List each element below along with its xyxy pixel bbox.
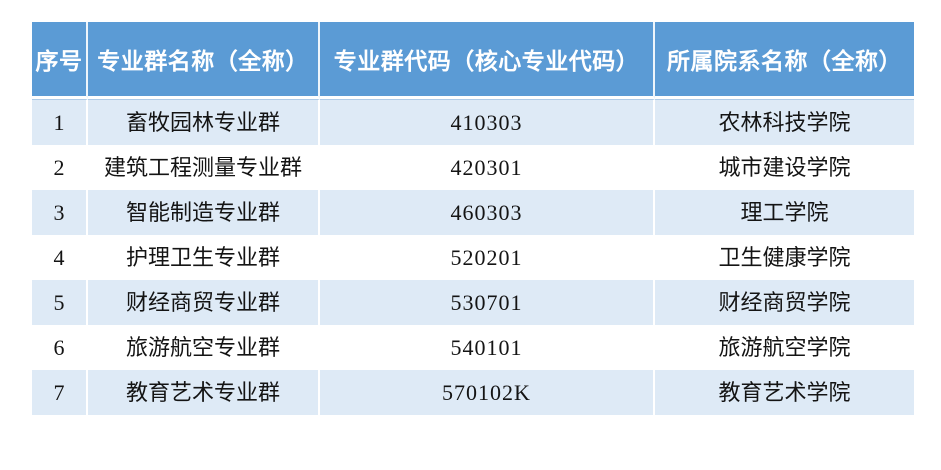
cell-group-code: 420301 [320,145,655,190]
cell-college-name: 城市建设学院 [655,145,914,190]
cell-group-name: 建筑工程测量专业群 [88,145,320,190]
table-row: 3 智能制造专业群 460303 理工学院 [32,190,914,235]
cell-group-code: 530701 [320,280,655,325]
column-header-group-code: 专业群代码（核心专业代码） [320,22,655,99]
table-row: 1 畜牧园林专业群 410303 农林科技学院 [32,99,914,145]
table-row: 4 护理卫生专业群 520201 卫生健康学院 [32,235,914,280]
cell-row-number: 2 [32,145,88,190]
cell-row-number: 1 [32,99,88,145]
cell-row-number: 4 [32,235,88,280]
cell-group-code: 520201 [320,235,655,280]
cell-row-number: 5 [32,280,88,325]
column-header-group-name: 专业群名称（全称） [88,22,320,99]
cell-row-number: 3 [32,190,88,235]
table-body: 1 畜牧园林专业群 410303 农林科技学院 2 建筑工程测量专业群 420301 城市建设… [32,99,914,415]
cell-group-name: 畜牧园林专业群 [88,99,320,145]
cell-group-name: 智能制造专业群 [88,190,320,235]
table-row: 5 财经商贸专业群 530701 财经商贸学院 [32,280,914,325]
cell-group-code: 570102K [320,370,655,415]
cell-group-code: 540101 [320,325,655,370]
column-header-no: 序号 [32,22,88,99]
cell-college-name: 财经商贸学院 [655,280,914,325]
table-row: 6 旅游航空专业群 540101 旅游航空学院 [32,325,914,370]
cell-group-code: 410303 [320,99,655,145]
cell-group-name: 财经商贸专业群 [88,280,320,325]
cell-college-name: 农林科技学院 [655,99,914,145]
table-row: 7 教育艺术专业群 570102K 教育艺术学院 [32,370,914,415]
cell-group-name: 旅游航空专业群 [88,325,320,370]
cell-row-number: 7 [32,370,88,415]
header-row: 序号 专业群名称（全称） 专业群代码（核心专业代码） 所属院系名称（全称） [32,22,914,99]
table-header: 序号 专业群名称（全称） 专业群代码（核心专业代码） 所属院系名称（全称） [32,22,914,99]
cell-college-name: 教育艺术学院 [655,370,914,415]
cell-group-name: 护理卫生专业群 [88,235,320,280]
cell-row-number: 6 [32,325,88,370]
cell-college-name: 卫生健康学院 [655,235,914,280]
column-header-college: 所属院系名称（全称） [655,22,914,99]
cell-college-name: 理工学院 [655,190,914,235]
table-row: 2 建筑工程测量专业群 420301 城市建设学院 [32,145,914,190]
cell-group-code: 460303 [320,190,655,235]
cell-group-name: 教育艺术专业群 [88,370,320,415]
cell-college-name: 旅游航空学院 [655,325,914,370]
